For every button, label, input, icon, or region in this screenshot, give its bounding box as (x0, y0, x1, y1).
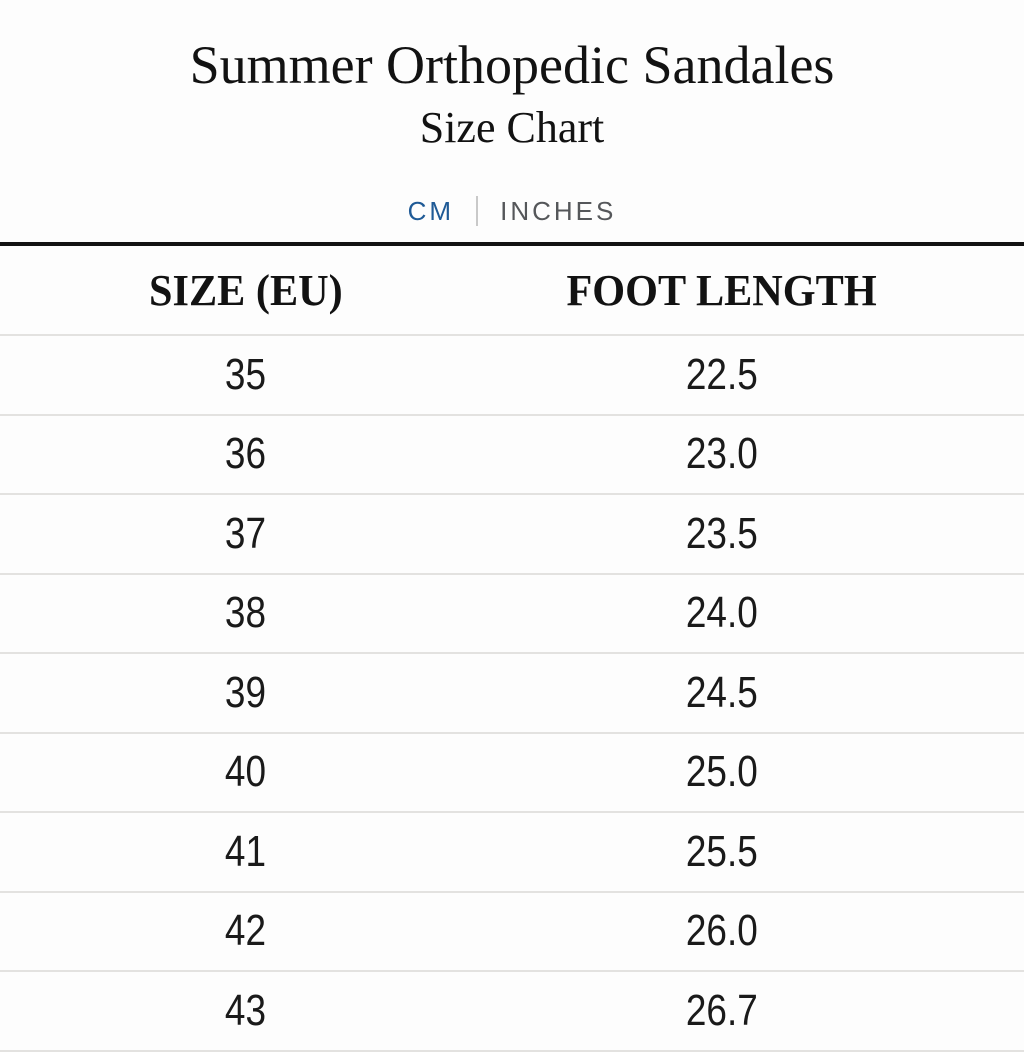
table-header-row: SIZE (EU) FOOT LENGTH (0, 246, 1024, 336)
size-value: 36 (225, 429, 267, 479)
length-cell: 26.0 (492, 906, 953, 956)
table-row: 39 24.5 (0, 654, 1024, 734)
size-cell: 36 (0, 429, 492, 479)
size-cell: 35 (0, 350, 492, 400)
page-subtitle: Size Chart (419, 103, 605, 152)
size-value: 40 (225, 747, 267, 797)
header-cell-length: FOOT LENGTH (492, 265, 953, 316)
size-cell: 41 (0, 827, 492, 877)
table-row: 35 22.5 (0, 336, 1024, 416)
length-value: 23.5 (685, 508, 758, 558)
length-value: 26.0 (685, 906, 758, 956)
header-cell-size: SIZE (EU) (0, 265, 492, 316)
size-cell: 37 (0, 509, 492, 559)
size-value: 41 (225, 826, 267, 876)
size-value: 35 (225, 349, 267, 399)
table-row: 43 26.7 (0, 972, 1024, 1052)
size-cell: 39 (0, 668, 492, 718)
unit-option-cm[interactable]: CM (407, 196, 455, 226)
table-row: 38 24.0 (0, 575, 1024, 654)
table-row: 37 23.5 (0, 495, 1024, 575)
header-cell-length-label: FOOT LENGTH (566, 265, 878, 315)
size-cell: 40 (0, 747, 492, 797)
size-value: 42 (225, 906, 267, 956)
length-cell: 23.5 (492, 509, 953, 559)
length-cell: 26.7 (492, 986, 953, 1036)
length-value: 24.5 (685, 667, 758, 717)
size-value: 37 (225, 508, 267, 558)
length-value: 25.0 (685, 747, 758, 797)
size-value: 38 (225, 588, 267, 638)
length-value: 25.5 (685, 826, 758, 876)
length-cell: 22.5 (492, 350, 953, 400)
length-value: 22.5 (685, 349, 758, 399)
size-table: SIZE (EU) FOOT LENGTH 35 22.5 36 23.0 37… (0, 242, 1024, 1052)
unit-option-inches[interactable]: INCHES (500, 196, 617, 226)
table-row: 42 26.0 (0, 893, 1024, 972)
unit-toggle-divider (476, 196, 479, 226)
length-value: 23.0 (685, 429, 758, 479)
size-value: 39 (225, 667, 267, 717)
length-cell: 24.0 (492, 588, 953, 638)
size-cell: 38 (0, 588, 492, 638)
table-row: 41 25.5 (0, 813, 1024, 893)
length-cell: 23.0 (492, 429, 953, 479)
length-value: 24.0 (685, 588, 758, 638)
unit-toggle: CM INCHES (0, 192, 1024, 230)
page-title: Summer Orthopedic Sandales (189, 35, 835, 95)
length-cell: 24.5 (492, 668, 953, 718)
size-cell: 42 (0, 906, 492, 956)
size-value: 43 (225, 985, 267, 1035)
length-cell: 25.0 (492, 747, 953, 797)
length-cell: 25.5 (492, 827, 953, 877)
table-row: 36 23.0 (0, 416, 1024, 495)
length-value: 26.7 (685, 985, 758, 1035)
size-cell: 43 (0, 986, 492, 1036)
header-cell-size-label: SIZE (EU) (148, 265, 343, 315)
table-body: 35 22.5 36 23.0 37 23.5 38 24.0 39 (0, 336, 1024, 1052)
table-row: 40 25.0 (0, 734, 1024, 813)
